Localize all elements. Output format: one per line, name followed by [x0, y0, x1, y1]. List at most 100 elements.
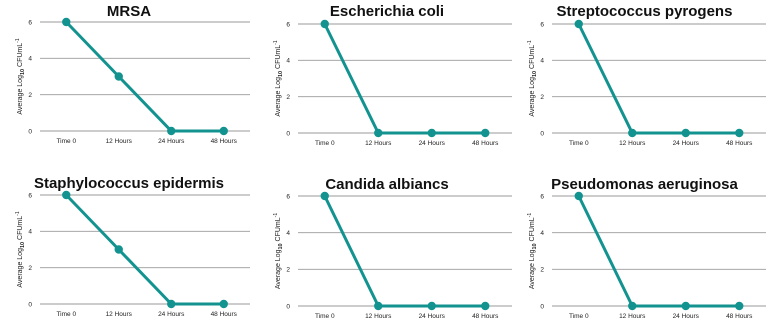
line-chart: 0 2 4 6 Time 0 12 Hours 24 Hours 48 Hours Averag… [15, 17, 250, 145]
y-axis-label: Average Log10 CFUmL-1 [527, 40, 538, 116]
x-tick-label: 24 Hours [419, 313, 446, 320]
series-line [577, 22, 741, 135]
x-tick-label: 48 Hours [472, 140, 499, 147]
data-point [62, 190, 71, 200]
series-line [323, 22, 487, 135]
x-tick-label: 24 Hours [158, 138, 185, 145]
y-tick-label: 6 [540, 193, 544, 200]
chart-title: Escherichia coli [329, 3, 445, 20]
x-tick-label: 48 Hours [726, 140, 753, 147]
data-point [114, 245, 123, 254]
data-point [219, 126, 228, 136]
chart-title: Streptococcus pyrogens [556, 3, 733, 20]
y-axis-label: Average Log10 CFUmL-1 [273, 40, 284, 116]
y-tick-label: 6 [286, 193, 290, 200]
x-tick-label: Time 0 [56, 138, 76, 145]
chart-title: Pseudomonas aeruginosa [551, 176, 738, 193]
chart-panel-pseudomonas-aeruginosa: Pseudomonas aeruginosa 0 2 4 6 Time 0 12 Hour… [516, 171, 773, 321]
data-point [481, 301, 490, 311]
x-tick-label: 48 Hours [211, 138, 238, 145]
y-tick-label: 0 [286, 303, 290, 310]
chart-panel-escherichia-coli: Escherichia coli 0 2 4 6 Time 0 12 Hours 24 Ho… [258, 0, 516, 150]
y-axis-label: Average Log10 CFUmL-1 [527, 213, 538, 289]
y-tick-label: 0 [540, 303, 544, 310]
y-tick-label: 6 [28, 192, 32, 199]
x-tick-label: 12 Hours [619, 313, 646, 320]
chart-panel-mrsa: MRSA 0 2 4 6 Time 0 12 Hours 24 Hours 48 Hours A… [0, 0, 258, 150]
data-point [427, 128, 436, 138]
x-tick-label: 12 Hours [365, 140, 392, 147]
chart-panel-streptococcus-pyrogens: Streptococcus pyrogens 0 2 4 6 Time 0 12 Hour… [516, 0, 773, 150]
x-tick-label: 48 Hours [211, 311, 238, 318]
data-point [628, 128, 637, 138]
x-tick-label: 24 Hours [673, 140, 700, 147]
data-point [62, 17, 71, 27]
x-tick-label: 12 Hours [106, 311, 133, 318]
x-tick-label: 24 Hours [673, 313, 700, 320]
x-tick-label: 12 Hours [106, 138, 133, 145]
data-point [628, 301, 637, 311]
series-line [64, 193, 226, 306]
chart-title: Candida albiancs [325, 176, 449, 193]
data-point [681, 128, 690, 138]
y-tick-label: 6 [286, 21, 290, 28]
chart-panel-candida-albiancs: Candida albiancs 0 2 4 6 Time 0 12 Hours 24 Ho… [258, 171, 516, 321]
y-tick-label: 2 [540, 94, 544, 101]
y-tick-label: 2 [28, 92, 32, 99]
x-tick-label: 12 Hours [365, 313, 392, 320]
y-tick-label: 4 [540, 58, 544, 65]
data-point [374, 301, 383, 311]
line-chart: 0 2 4 6 Time 0 12 Hours 24 Hours 48 Hours Averag… [15, 190, 250, 318]
y-tick-label: 2 [28, 265, 32, 272]
data-point [735, 128, 744, 138]
data-point [681, 301, 690, 311]
x-tick-label: Time 0 [56, 311, 76, 318]
line-chart: 0 2 4 6 Time 0 12 Hours 24 Hours 48 Hours Averag… [527, 19, 766, 147]
x-tick-label: 24 Hours [419, 140, 446, 147]
y-axis-label: Average Log10 CFUmL-1 [15, 211, 26, 287]
x-tick-label: Time 0 [315, 140, 335, 147]
y-tick-label: 4 [28, 229, 32, 236]
y-tick-label: 6 [28, 19, 32, 26]
x-tick-label: Time 0 [569, 140, 589, 147]
y-tick-label: 4 [540, 230, 544, 237]
line-chart: 0 2 4 6 Time 0 12 Hours 24 Hours 48 Hours Averag… [273, 191, 512, 320]
chart-panel-staphylococcus-epidermis: Staphylococcus epidermis 0 2 4 6 Time 0 12 Ho… [0, 171, 258, 321]
x-tick-label: 48 Hours [472, 313, 499, 320]
x-tick-label: 12 Hours [619, 140, 646, 147]
y-tick-label: 2 [540, 267, 544, 274]
y-tick-label: 6 [540, 21, 544, 28]
line-chart: 0 2 4 6 Time 0 12 Hours 24 Hours 48 Hours Averag… [273, 19, 512, 147]
chart-title: Staphylococcus epidermis [33, 175, 225, 192]
data-point [167, 299, 176, 309]
x-tick-label: 48 Hours [726, 313, 753, 320]
y-tick-label: 0 [28, 128, 32, 135]
data-point [114, 72, 123, 81]
x-tick-label: Time 0 [569, 313, 589, 320]
data-point [374, 128, 383, 138]
y-tick-label: 4 [286, 230, 290, 237]
x-tick-label: 24 Hours [158, 311, 185, 318]
y-tick-label: 0 [540, 130, 544, 137]
y-tick-label: 0 [28, 301, 32, 308]
data-point [427, 301, 436, 311]
y-tick-label: 4 [286, 58, 290, 65]
data-point [574, 19, 583, 29]
series-line [323, 194, 487, 308]
x-tick-label: Time 0 [315, 313, 335, 320]
data-point [320, 191, 329, 201]
data-point [320, 19, 329, 29]
data-point [219, 299, 228, 309]
series-line [64, 20, 226, 133]
data-point [167, 126, 176, 136]
y-tick-label: 2 [286, 267, 290, 274]
data-point [481, 128, 490, 138]
data-point [574, 191, 583, 201]
y-tick-label: 0 [286, 130, 290, 137]
y-axis-label: Average Log10 CFUmL-1 [273, 213, 284, 289]
data-point [735, 301, 744, 311]
line-chart: 0 2 4 6 Time 0 12 Hours 24 Hours 48 Hours Averag… [527, 191, 766, 320]
chart-title: MRSA [106, 3, 152, 20]
y-tick-label: 2 [286, 94, 290, 101]
